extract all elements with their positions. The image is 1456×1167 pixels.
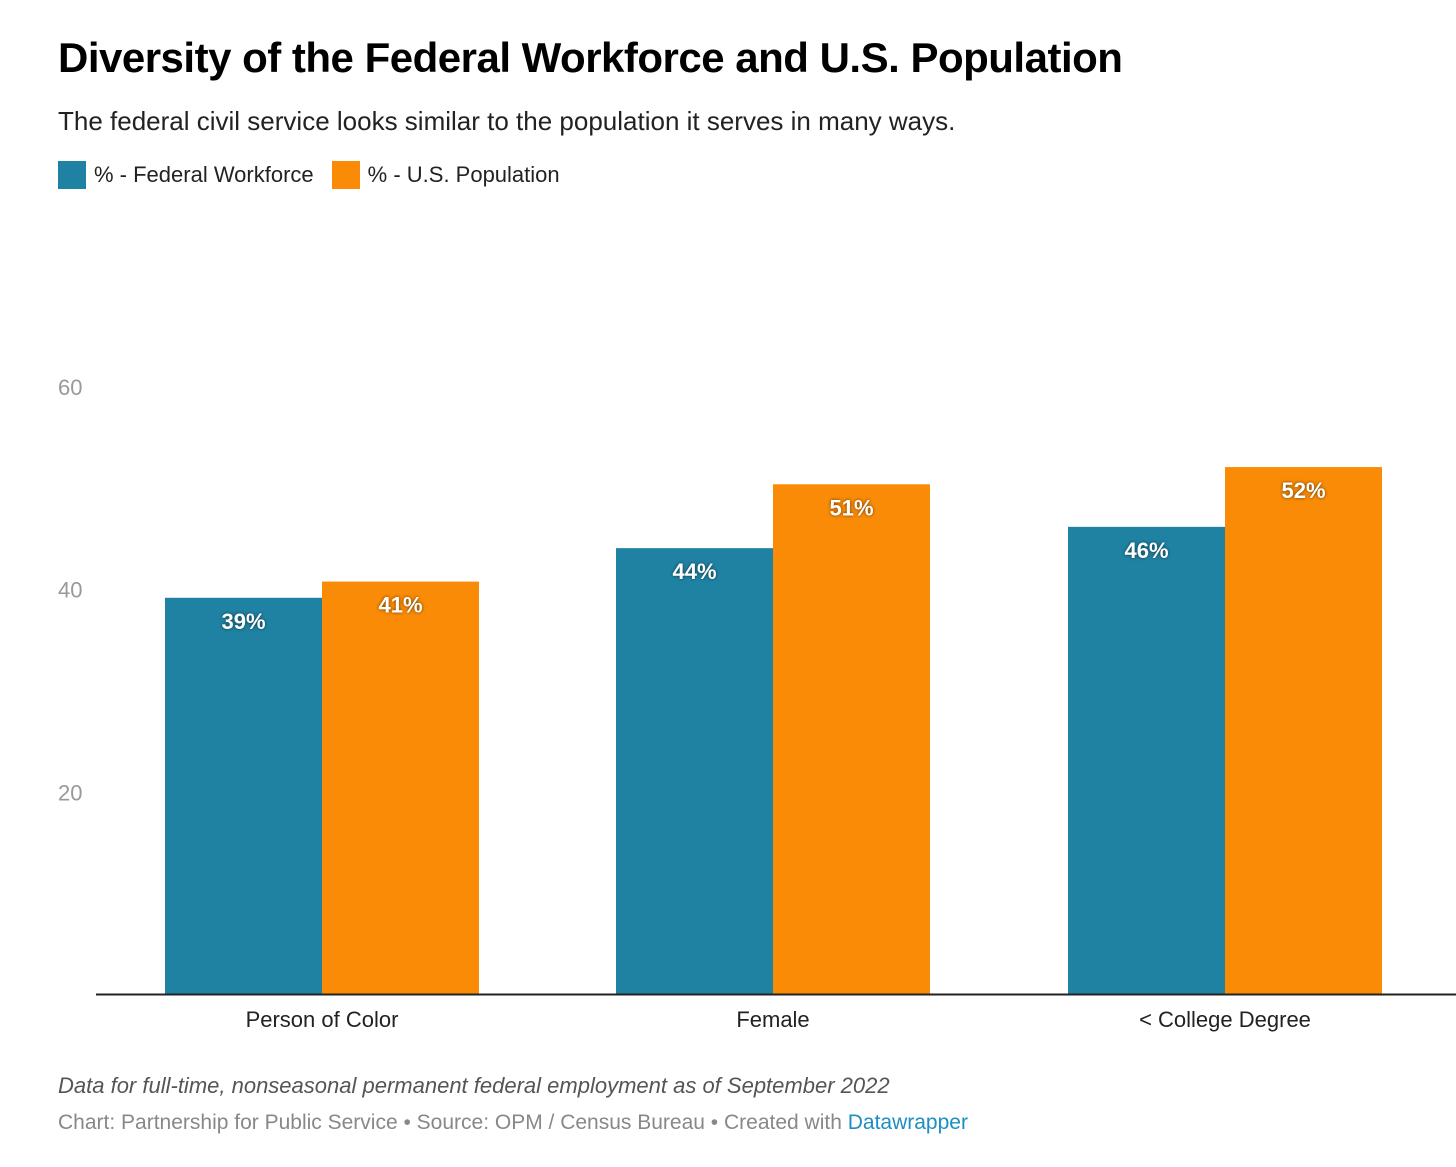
bar [1225,467,1382,995]
legend-item-population: % - U.S. Population [331,161,560,189]
bar [1068,526,1225,994]
chart-credit: Chart: Partnership for Public Service • … [58,1111,968,1135]
y-tick-label: 40 [58,578,82,603]
bar-value-label: 44% [672,559,716,584]
legend: % - Federal Workforce % - U.S. Populatio… [58,161,560,189]
x-tick-label: Person of Color [246,1007,399,1032]
datawrapper-link[interactable]: Datawrapper [847,1111,968,1134]
bar-value-label: 52% [1281,478,1325,503]
legend-label-population: % - U.S. Population [367,162,560,187]
bar [165,597,322,994]
legend-swatch-population [331,161,360,189]
bar-value-label: 41% [378,593,422,618]
chart-notes: Data for full-time, nonseasonal permanen… [58,1073,890,1098]
legend-swatch-federal [58,161,86,189]
bar [773,484,930,994]
x-tick-label: < College Degree [1139,1007,1311,1032]
chart-title: Diversity of the Federal Workforce and U… [58,34,1123,81]
y-tick-label: 20 [58,780,82,805]
x-tick-label: Female [736,1007,809,1032]
bar-value-label: 51% [829,495,873,520]
chart-subtitle: The federal civil service looks similar … [58,106,956,136]
y-tick-label: 60 [58,375,82,400]
legend-item-federal: % - Federal Workforce [58,161,314,189]
credit-text: Chart: Partnership for Public Service • … [58,1111,848,1134]
bar [322,581,479,994]
bar-value-label: 39% [221,609,265,634]
bar-value-label: 46% [1124,538,1168,563]
bar [616,548,773,994]
legend-label-federal: % - Federal Workforce [94,162,314,187]
